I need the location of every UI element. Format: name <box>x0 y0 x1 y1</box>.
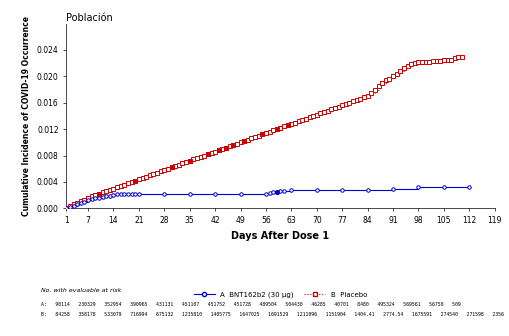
Text: Población: Población <box>66 13 113 23</box>
Text: B:   84258   358178   533079   716994   675132   1235810   1405775   1647025   1: B: 84258 358178 533079 716994 675132 123… <box>41 312 503 317</box>
Text: A:   90114   230329   352954   390965   431131   451107   451752   451728   4895: A: 90114 230329 352954 390965 431131 451… <box>41 302 460 307</box>
Legend: A  BNT162b2 (30 μg), B  Placebo: A BNT162b2 (30 μg), B Placebo <box>191 289 369 301</box>
X-axis label: Days After Dose 1: Days After Dose 1 <box>231 230 329 241</box>
Y-axis label: Cumulative Incidence of COVID-19 Occurrence: Cumulative Incidence of COVID-19 Occurre… <box>22 16 31 216</box>
Text: No. with evaluable at risk: No. with evaluable at risk <box>41 288 121 293</box>
